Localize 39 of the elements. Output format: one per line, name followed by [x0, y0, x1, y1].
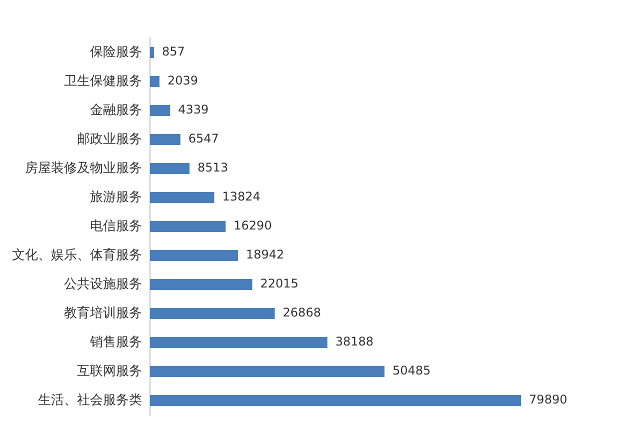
- bar: [150, 105, 170, 116]
- y-tick-label: 公共设施服务: [64, 276, 142, 292]
- bar: [150, 134, 180, 145]
- bar: [150, 47, 154, 58]
- bar: [150, 250, 238, 261]
- y-tick-label: 房屋装修及物业服务: [25, 160, 142, 176]
- y-tick-label: 销售服务: [89, 334, 142, 350]
- data-label: 8513: [198, 160, 228, 175]
- data-label: 4339: [178, 102, 209, 117]
- y-tick-label: 生活、社会服务类: [38, 392, 142, 408]
- data-label: 22015: [260, 276, 298, 291]
- y-tick-label: 互联网服务: [77, 364, 142, 379]
- y-tick-label: 卫生保健服务: [64, 74, 142, 89]
- bar: [150, 163, 190, 174]
- bar: [150, 366, 384, 377]
- bar: [150, 308, 275, 319]
- data-label: 50485: [392, 364, 431, 378]
- data-label: 6547: [188, 132, 219, 146]
- y-tick-label: 金融服务: [90, 102, 142, 118]
- data-label: 38188: [335, 334, 374, 349]
- y-tick-label: 电信服务: [90, 218, 142, 234]
- data-label: 857: [162, 44, 185, 59]
- data-label: 26868: [282, 306, 321, 320]
- data-label: 2039: [167, 74, 198, 88]
- y-tick-label: 保险服务: [90, 44, 142, 60]
- y-tick-label: 文化、娱乐、体育服务: [12, 246, 142, 263]
- data-label: 79890: [529, 392, 568, 407]
- bar: [150, 221, 226, 232]
- bar: [150, 395, 522, 406]
- data-label: 16290: [234, 218, 272, 233]
- bar: [150, 337, 328, 348]
- y-tick-label: 邮政业服务: [77, 132, 142, 147]
- data-label: 18942: [246, 248, 284, 262]
- bar: [150, 192, 214, 203]
- y-tick-label: 教育培训服务: [64, 304, 142, 321]
- y-tick-label: 旅游服务: [90, 190, 142, 205]
- data-label: 13824: [222, 190, 260, 204]
- bar: [150, 279, 252, 290]
- bar: [150, 76, 160, 87]
